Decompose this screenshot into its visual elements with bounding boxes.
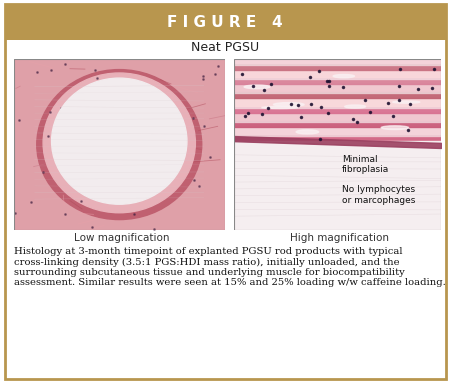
- Bar: [234, 57, 441, 63]
- Bar: [234, 71, 441, 77]
- Bar: [234, 141, 441, 230]
- Text: Histology at 3-month timepoint of explanted PGSU rod products with typical cross: Histology at 3-month timepoint of explan…: [14, 247, 445, 287]
- Ellipse shape: [393, 101, 420, 103]
- Bar: [234, 78, 441, 79]
- Bar: [234, 100, 441, 106]
- Bar: [234, 128, 441, 134]
- Text: No lymphocytes
or marcophages: No lymphocytes or marcophages: [342, 185, 415, 205]
- Text: Low magnification: Low magnification: [74, 233, 169, 244]
- Ellipse shape: [244, 85, 270, 89]
- Ellipse shape: [381, 126, 409, 129]
- Ellipse shape: [262, 106, 297, 109]
- Ellipse shape: [333, 75, 355, 78]
- Text: F I G U R E   4: F I G U R E 4: [167, 15, 283, 30]
- Text: Neat PGSU: Neat PGSU: [191, 41, 259, 54]
- Text: Minimal
fibroplasia: Minimal fibroplasia: [342, 155, 389, 174]
- Bar: [234, 106, 441, 113]
- Ellipse shape: [345, 105, 365, 108]
- Bar: [234, 135, 441, 141]
- Bar: [234, 92, 441, 93]
- Text: High magnification: High magnification: [290, 233, 389, 244]
- Bar: [234, 121, 441, 122]
- Ellipse shape: [274, 103, 304, 106]
- Ellipse shape: [296, 130, 319, 134]
- Bar: [234, 106, 441, 108]
- Ellipse shape: [37, 70, 202, 219]
- Bar: [234, 121, 441, 127]
- Bar: [234, 135, 441, 136]
- Bar: [234, 64, 441, 70]
- Ellipse shape: [43, 73, 195, 213]
- Bar: [234, 114, 441, 120]
- Bar: [234, 85, 441, 91]
- Bar: [234, 64, 441, 65]
- Bar: [234, 78, 441, 84]
- Ellipse shape: [52, 78, 187, 204]
- Bar: [234, 92, 441, 98]
